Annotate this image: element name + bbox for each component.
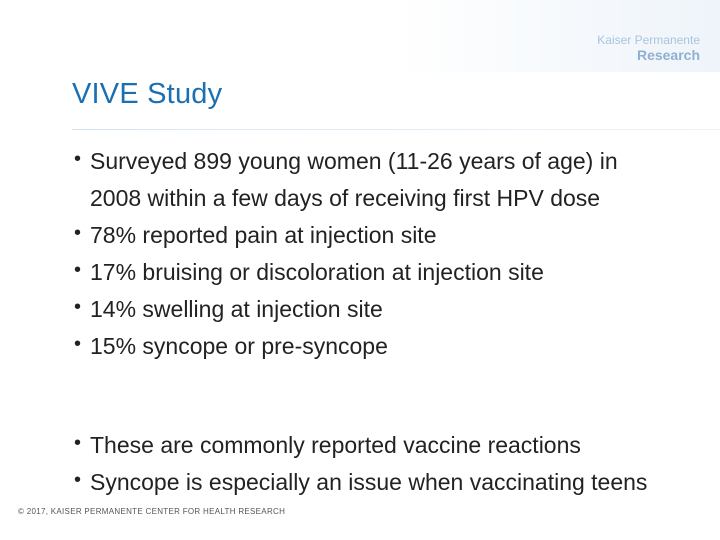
bullet-text: These are commonly reported vaccine reac… xyxy=(90,432,581,458)
header-band xyxy=(0,0,720,72)
brand-subtitle: Research xyxy=(636,47,700,63)
bullet-text: 17% bruising or discoloration at injecti… xyxy=(90,259,544,285)
footer-copyright: © 2017, KAISER PERMANENTE CENTER FOR HEA… xyxy=(18,507,286,516)
bullet-item: 17% bruising or discoloration at injecti… xyxy=(72,252,672,291)
bullet-item: Syncope is especially an issue when vacc… xyxy=(72,462,672,501)
bullet-list-primary: Surveyed 899 young women (11-26 years of… xyxy=(72,141,672,365)
bullet-text: Syncope is especially an issue when vacc… xyxy=(90,469,648,495)
brand-name: Kaiser Permanente xyxy=(597,33,700,47)
bullet-text: 15% syncope or pre-syncope xyxy=(90,333,388,359)
bullet-text: 78% reported pain at injection site xyxy=(90,222,437,248)
bullet-item: 15% syncope or pre-syncope xyxy=(72,326,672,365)
bullet-item: 78% reported pain at injection site xyxy=(72,215,672,254)
bullet-text: Surveyed 899 young women (11-26 years of… xyxy=(90,148,618,211)
title-divider xyxy=(72,129,720,130)
bullet-item: These are commonly reported vaccine reac… xyxy=(72,425,672,464)
bullet-text: 14% swelling at injection site xyxy=(90,296,383,322)
slide-title: VIVE Study xyxy=(72,78,223,110)
bullet-item: Surveyed 899 young women (11-26 years of… xyxy=(72,141,672,217)
bullet-item: 14% swelling at injection site xyxy=(72,289,672,328)
bullet-list-secondary: These are commonly reported vaccine reac… xyxy=(72,425,672,501)
brand-logo: Kaiser Permanente Research xyxy=(597,33,700,63)
